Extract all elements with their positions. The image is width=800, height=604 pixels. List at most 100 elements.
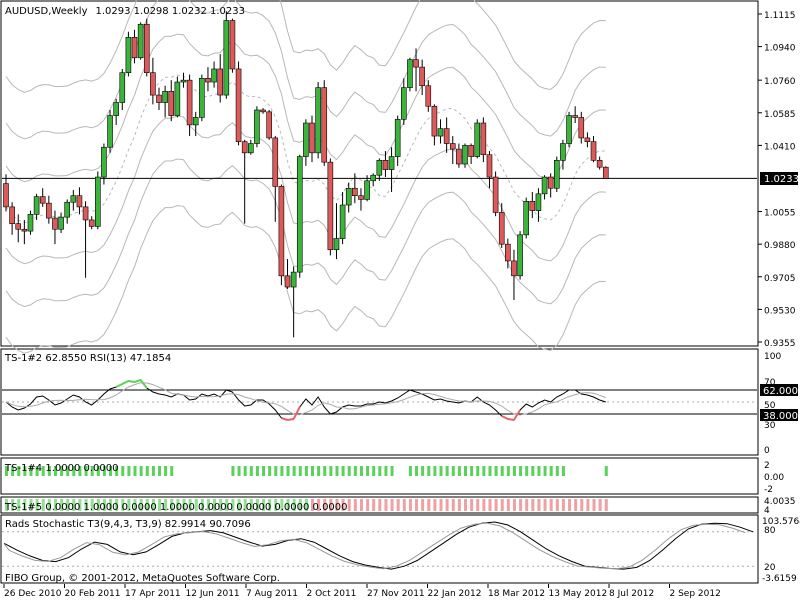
candle-body [186,79,193,126]
price-tick-label: 1.0410 [764,142,796,152]
candle-body [15,223,22,230]
ts5-signal-bar [121,499,125,511]
candle-body [339,204,346,239]
envelope-band-0 [5,0,606,93]
ts5-signal-bar [72,499,76,511]
ts5-signal-bar [109,499,113,511]
candle-body [33,196,40,215]
candle-body [150,72,156,96]
ts5-signal-bar [78,499,82,511]
ts4-signal-bar [47,466,51,476]
candle-body [474,122,481,157]
ts4-signal-bar [494,466,498,476]
ts4-signal-bar [353,466,357,476]
ts5-signal-bar [194,499,198,511]
ts4-signal-bar [341,466,345,476]
time-tick-label: 22 Jan 2012 [428,589,482,599]
candle-body [180,79,187,83]
ts5-signal-bar [525,499,529,511]
ts4-signal-bar [298,466,302,476]
ts4-signal-bar [415,466,419,476]
ts5-signal-bar [17,499,21,511]
ts4-signal-bar [237,466,241,476]
candle-body [468,145,474,157]
candle-body [156,94,162,103]
ts4-signal-bar [512,466,516,476]
time-tick-label: 26 Dec 2010 [4,589,62,599]
ts4-signal-bar [102,466,106,476]
ts5-signal-bar [415,499,419,511]
candle-body [296,156,303,273]
stochastic-pane-frame [0,514,759,584]
candle-body [101,146,107,178]
ts4-signal-bar [164,466,168,476]
ts5-signal-bar [506,499,510,511]
ts4-signal-bar [268,466,272,476]
candle-body [223,20,230,96]
main-chart-label: AUDUSD,Weekly 1.0293 1.0298 1.0232 1.0233 [5,6,245,17]
ts5-signal-bar [586,499,590,511]
ts5-signal-bar [115,499,119,511]
ts4-signal-bar [384,466,388,476]
candle-body [39,196,46,204]
candle-body [315,87,321,154]
candle-body [254,109,260,144]
ts4-signal-bar [506,466,510,476]
ts4-signal-bar [35,466,39,476]
ts5-signal-bar [592,499,596,511]
time-tick-label: 17 Apr 2011 [125,589,181,599]
ts5-signal-bar [402,499,406,511]
ts5-signal-bar [341,499,345,511]
candle-body [217,68,223,96]
candle-body [58,216,64,230]
ts5-signal-bar [543,499,547,511]
ts5-signal-bar [29,499,33,511]
time-tick-label: 7 Aug 2011 [246,589,298,599]
candle-body [553,159,560,189]
ts4-signal-bar [255,466,259,476]
candle-body [64,201,70,218]
current-price-label: 1.0233 [764,174,799,185]
stochastic-label: Rads Stochastic T3(9,4,3, T3,9) 82.9914 … [5,519,251,530]
candle-body [211,68,217,83]
ts5-signal-bar [519,499,523,511]
ts5-signal-bar [133,499,137,511]
candle-body [449,143,456,150]
ts4-tick-bottom: -2 [764,485,773,495]
candle-body [498,212,505,245]
stochastic-layer [2,521,757,570]
time-tick-label: 18 Mar 2012 [488,589,545,599]
ts4-signal-bar [537,466,541,476]
ts4-signal-bar [359,466,363,476]
ts5-signal-bar [323,499,327,511]
ts4-signal-bar [286,466,290,476]
ts4-signal-bar [262,466,266,476]
candle-body [76,195,83,208]
ts5-signal-bar [512,499,516,511]
ts5-signal-bar [292,499,296,511]
rsi-signal-line [5,382,606,416]
time-tick-label: 2 Oct 2011 [307,589,357,599]
ts5-signal-bar [464,499,467,511]
ts5-signal-bar [366,499,370,511]
envelope-midline [5,74,606,224]
ts4-label: TS-1#4 1.0000 0.0000 [4,463,119,474]
ts5-signal-bar [206,499,210,511]
ts4-signal-bar [133,466,137,476]
time-tick-label: 13 May 2012 [549,589,608,599]
candle-body [400,87,407,120]
ts4-signal-bar [90,466,94,476]
candle-body [431,105,438,137]
ts4-signal-bar [347,466,351,476]
candle-body [590,141,597,161]
rsi-overbought-segment [134,379,141,383]
ts5-signal-bar [568,499,572,511]
candle-body [345,187,352,206]
rsi-layer [2,379,757,421]
ts5-signal-bar [408,499,412,511]
candle-body [284,275,291,288]
ts5-signal-bar [66,499,70,511]
candle-body [309,122,315,154]
